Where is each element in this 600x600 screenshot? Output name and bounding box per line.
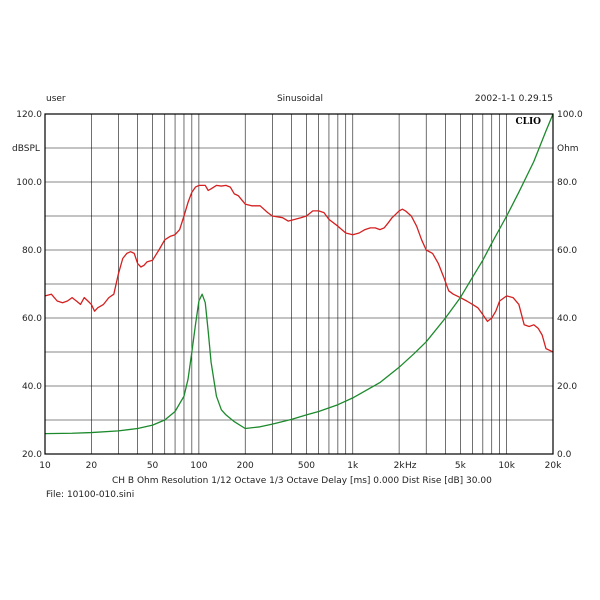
x-tick-label: 500	[298, 461, 315, 471]
y-right-unit-label: Ohm	[557, 144, 579, 154]
grid	[44, 113, 554, 455]
y-right-tick-label: 0.0	[557, 450, 572, 460]
y-left-tick-label: 80.0	[22, 246, 42, 256]
y-left-tick-label: 40.0	[22, 382, 42, 392]
plot-frame	[44, 113, 554, 455]
spl-curve	[44, 184, 554, 353]
file-name: File: 10100-010.sini	[46, 490, 134, 500]
header-timestamp: 2002-1-1 0.29.15	[475, 94, 553, 104]
impedance-curve	[44, 113, 554, 435]
y-right-tick-label: 80.0	[557, 178, 577, 188]
x-tick-label: 5k	[455, 461, 467, 471]
x-unit-label: Hz	[405, 461, 417, 471]
y-right-tick-label: 60.0	[557, 246, 577, 256]
y-right-tick-label: 20.0	[557, 382, 577, 392]
y-right-tick-label: 100.0	[557, 110, 583, 120]
header-mode: Sinusoidal	[277, 94, 323, 104]
x-tick-label: 200	[237, 461, 254, 471]
x-tick-label: 100	[190, 461, 207, 471]
x-tick-label: 10	[39, 461, 51, 471]
x-tick-label: 2k	[394, 461, 406, 471]
header-user: user	[46, 94, 66, 104]
x-tick-label: 10k	[498, 461, 515, 471]
y-left-unit-label: dBSPL	[12, 144, 40, 154]
x-tick-label: 50	[147, 461, 159, 471]
x-tick-label: 1k	[347, 461, 359, 471]
y-right-tick-label: 40.0	[557, 314, 577, 324]
y-left-tick-label: 60.0	[22, 314, 42, 324]
y-left-tick-label: 100.0	[16, 178, 42, 188]
tick-labels: 10 20 50 100 200 500 1k 2k 5k 10k 20k 120.0 100.0 80.…	[16, 110, 583, 471]
measurement-settings: CH B Ohm Resolution 1/12 Octave 1/3 Octa…	[112, 476, 492, 486]
x-tick-label: 20k	[545, 461, 562, 471]
x-tick-label: 20	[86, 461, 98, 471]
y-left-tick-label: 20.0	[22, 450, 42, 460]
series	[44, 113, 554, 435]
clio-logo: CLIO	[515, 117, 541, 127]
y-left-tick-label: 120.0	[16, 110, 42, 120]
